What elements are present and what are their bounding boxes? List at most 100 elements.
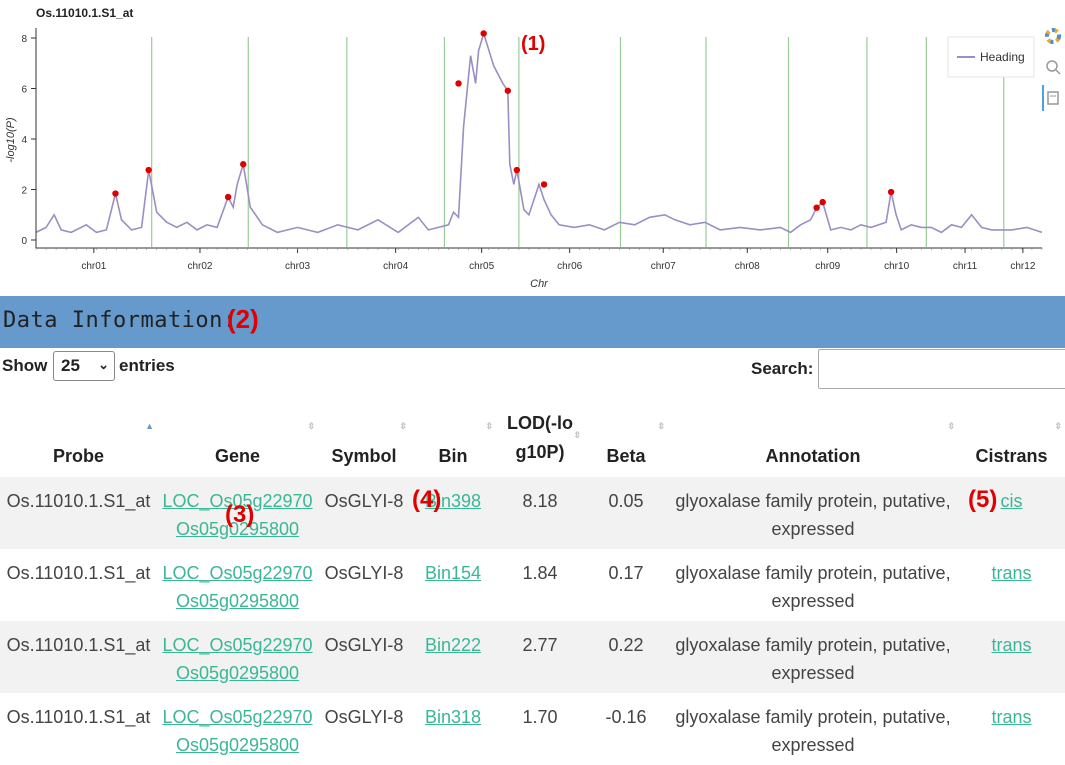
- x-tick-label: chr06: [557, 261, 582, 272]
- cell-beta: -0.16: [605, 707, 647, 727]
- cell-symbol: OsGLYI-8: [318, 477, 410, 549]
- column-header-cistrans[interactable]: Cistrans ⇳: [958, 397, 1065, 477]
- annotation-marker-4: (4): [412, 486, 442, 513]
- column-header-lod[interactable]: LOD(-log10P) ⇳: [496, 397, 584, 477]
- peak-point[interactable]: [145, 166, 152, 174]
- search-input[interactable]: [818, 349, 1065, 389]
- peak-point[interactable]: [513, 166, 521, 174]
- column-header-probe[interactable]: Probe ▲: [0, 397, 157, 477]
- peak-point[interactable]: [112, 190, 119, 197]
- bin-link[interactable]: Bin318: [424, 707, 482, 727]
- x-axis-label: Chr: [530, 278, 549, 290]
- y-tick-label: 4: [21, 135, 27, 146]
- cistrans-link[interactable]: cis: [1000, 491, 1023, 511]
- sort-icon: ⇳: [947, 421, 955, 431]
- cell-annotation: glyoxalase family protein, putative, exp…: [675, 707, 951, 755]
- column-header-bin[interactable]: Bin ⇳: [410, 397, 496, 477]
- peak-point[interactable]: [540, 181, 548, 188]
- cell-bin: Bin318: [410, 693, 496, 765]
- x-tick-label: chr12: [1010, 261, 1035, 272]
- table-row: Os.11010.1.S1_at LOC_Os05g22970 Os05g029…: [0, 549, 1065, 621]
- annotation-marker-1: (1): [521, 33, 546, 55]
- peak-point[interactable]: [819, 198, 826, 206]
- show-label: Show: [2, 356, 48, 375]
- sort-icon: ⇳: [485, 421, 493, 431]
- entries-label: entries: [119, 356, 175, 375]
- gene-link-loc[interactable]: LOC_Os05g22970: [162, 491, 313, 511]
- peak-point[interactable]: [813, 204, 820, 211]
- column-header-beta[interactable]: Beta ⇳: [584, 397, 668, 477]
- gene-link-os[interactable]: Os05g0295800: [175, 663, 300, 683]
- plot-title: Os.11010.1.S1_at: [36, 6, 134, 20]
- bin-link[interactable]: Bin398: [424, 491, 482, 511]
- x-tick-label: chr08: [735, 261, 760, 272]
- cell-cistrans: trans: [958, 693, 1065, 765]
- cell-gene: LOC_Os05g22970 Os05g0295800: [157, 693, 318, 765]
- data-table: Probe ▲ Gene ⇳ Symbol ⇳ Bin ⇳ LOD(-log10P) ⇳ …: [0, 397, 1065, 765]
- peak-point[interactable]: [224, 193, 232, 201]
- cell-lod: 8.18: [496, 477, 584, 549]
- cell-annotation: glyoxalase family protein, putative, exp…: [675, 563, 951, 611]
- sort-icon: ⇳: [657, 421, 665, 431]
- cell-symbol: OsGLYI-8: [318, 621, 410, 693]
- column-header-label: Symbol: [331, 446, 397, 466]
- table-controls: Show 25 ⌄ entries Search:: [0, 348, 1065, 396]
- peak-point[interactable]: [504, 87, 512, 94]
- x-tick-label: chr09: [815, 261, 840, 272]
- x-tick-label: chr05: [469, 261, 494, 272]
- gene-link-loc[interactable]: LOC_Os05g22970: [162, 707, 313, 727]
- table-header-row: Probe ▲ Gene ⇳ Symbol ⇳ Bin ⇳ LOD(-log10P) ⇳ …: [0, 397, 1065, 477]
- annotation-marker-2: (2): [227, 304, 259, 334]
- cell-probe: Os.11010.1.S1_at: [0, 621, 157, 693]
- logo-icon[interactable]: [1044, 27, 1062, 45]
- entries-select[interactable]: 25 ⌄: [53, 351, 115, 381]
- table-row: Os.11010.1.S1_at LOC_Os05g22970 Os05g029…: [0, 621, 1065, 693]
- bin-link[interactable]: Bin154: [424, 563, 482, 583]
- search-label: Search:: [751, 359, 814, 378]
- peak-point[interactable]: [480, 30, 487, 37]
- legend: Heading: [947, 36, 1035, 78]
- peak-point[interactable]: [240, 161, 247, 168]
- peak-point[interactable]: [455, 80, 462, 87]
- cell-probe: Os.11010.1.S1_at: [6, 563, 151, 583]
- column-header-label: Cistrans: [975, 446, 1048, 466]
- cell-annotation: glyoxalase family protein, putative, exp…: [668, 621, 958, 693]
- wheel-zoom-icon[interactable]: [1044, 58, 1062, 76]
- column-header-label: LOD(-log10P): [507, 413, 573, 462]
- cell-bin: Bin398 (4): [410, 477, 496, 549]
- table-row: Os.11010.1.S1_at LOC_Os05g22970 Os05g029…: [0, 693, 1065, 765]
- column-header-gene[interactable]: Gene ⇳: [157, 397, 318, 477]
- cell-gene: LOC_Os05g22970 Os05g0295800: [157, 549, 318, 621]
- peak-point[interactable]: [887, 188, 895, 196]
- sort-icon: ⇳: [1054, 421, 1062, 431]
- cell-cistrans: cis (5): [958, 477, 1065, 549]
- cistrans-link[interactable]: trans: [991, 635, 1032, 655]
- section-banner: Data Information: (2): [0, 296, 1065, 348]
- y-tick-label: 0: [21, 236, 27, 247]
- column-header-label: Beta: [606, 446, 646, 466]
- column-header-symbol[interactable]: Symbol ⇳: [318, 397, 410, 477]
- plot-svg: 0 2 4 6 8 chr01 chr02 chr03 chr04 chr05 chr06 chr0…: [5, 28, 1043, 290]
- x-tick-label: chr03: [285, 261, 310, 272]
- cell-symbol: OsGLYI-8: [324, 563, 404, 583]
- bin-link[interactable]: Bin222: [424, 635, 482, 655]
- cell-lod: 1.70: [522, 707, 558, 727]
- annotation-marker-3: (3): [225, 501, 255, 528]
- cistrans-link[interactable]: trans: [991, 707, 1032, 727]
- gene-link-os[interactable]: Os05g0295800: [175, 519, 300, 539]
- cistrans-link[interactable]: trans: [991, 563, 1032, 583]
- entries-select-value: 25: [61, 356, 80, 375]
- gene-link-os[interactable]: Os05g0295800: [175, 735, 300, 755]
- x-tick-label: chr04: [383, 261, 408, 272]
- save-icon[interactable]: [1044, 89, 1062, 107]
- column-header-annotation[interactable]: Annotation ⇳: [668, 397, 958, 477]
- gene-link-os[interactable]: Os05g0295800: [175, 591, 300, 611]
- y-tick-label: 6: [21, 85, 27, 96]
- y-axis-label: -log10(P): [5, 117, 17, 163]
- cell-probe: Os.11010.1.S1_at: [0, 477, 157, 549]
- manhattan-plot: Os.11010.1.S1_at 0 2 4 6 8 chr01 chr02 chr03 ch…: [0, 0, 1065, 295]
- gene-link-loc[interactable]: LOC_Os05g22970: [162, 635, 313, 655]
- gene-link-loc[interactable]: LOC_Os05g22970: [162, 563, 313, 583]
- sort-icon: ⇳: [399, 421, 407, 431]
- table-row: Os.11010.1.S1_at LOC_Os05g22970 Os05g029…: [0, 477, 1065, 549]
